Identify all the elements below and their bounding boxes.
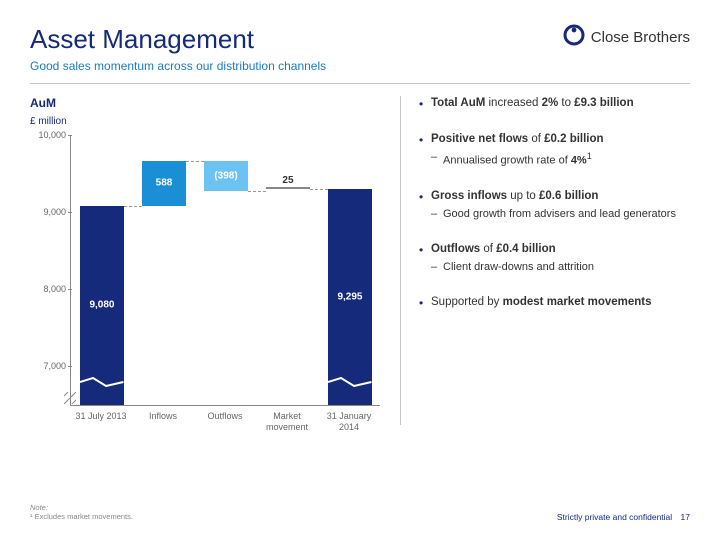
bullet-item: Supported by modest market movements [419,295,680,311]
confidential-label: Strictly private and confidential [557,512,672,522]
bullet-list: Total AuM increased 2% to £9.3 billion Po… [419,96,680,311]
waterfall-chart: 7,0008,0009,00010,0009,080588(398)259,29… [30,135,380,425]
footnote-body: ¹ Excludes market movements. [30,512,133,521]
chart-title: AuM [30,96,388,110]
divider [30,83,690,84]
chart-bar: 588 [142,161,185,206]
content-row: AuM £ million 7,000 8,000 9,000 10,000 9,080… [30,96,690,425]
axis-break-icon [328,377,371,387]
page-number: 17 [681,512,690,522]
page-title: Asset Management [30,24,326,55]
category-label: Outflows [195,411,255,422]
bar-value-label: 25 [266,175,309,186]
company-name: Close Brothers [591,29,690,46]
y-axis-break-icon [64,391,76,409]
sub-bullet-item: Annualised growth rate of 4%1 [431,150,680,169]
footer: Strictly private and confidential 17 [557,512,690,522]
bar-value-label: 9,295 [328,292,371,303]
category-label: Market movement [257,411,317,433]
bullet-item: Outflows of £0.4 billionClient draw-down… [419,242,680,275]
chart-ylabel: £ million [30,116,388,127]
bullet-item: Gross inflows up to £0.6 billionGood gro… [419,189,680,222]
chart-bar: 9,080 [80,206,123,405]
axis-break-icon [80,377,123,387]
header: Asset Management Good sales momentum acr… [30,24,690,73]
title-block: Asset Management Good sales momentum acr… [30,24,326,73]
chart-bar: 9,295 [328,189,371,405]
category-label: 31 January 2014 [319,411,379,433]
bullet-item: Total AuM increased 2% to £9.3 billion [419,96,680,112]
y-tick-label: 8,000 [30,284,66,294]
y-tick-label: 7,000 [30,361,66,371]
sub-bullet-item: Client draw-downs and attrition [431,260,680,275]
bullets-panel: Total AuM increased 2% to £9.3 billion Po… [400,96,680,425]
y-tick-label: 10,000 [30,130,66,140]
y-tick-label: 9,000 [30,207,66,217]
footnote-heading: Note: [30,503,48,512]
chart-bar [266,187,309,189]
bar-value-label: (398) [204,170,247,181]
footnote: Note: ¹ Excludes market movements. [30,503,133,523]
company-logo: Close Brothers [563,24,690,51]
logo-mark-icon [563,24,585,51]
bullet-item: Positive net flows of £0.2 billionAnnual… [419,132,680,169]
chart-panel: AuM £ million 7,000 8,000 9,000 10,000 9,080… [30,96,400,425]
category-label: Inflows [133,411,193,422]
bar-value-label: 588 [142,178,185,189]
bar-value-label: 9,080 [80,300,123,311]
slide: Asset Management Good sales momentum acr… [0,0,720,540]
sub-bullet-item: Good growth from advisers and lead gener… [431,207,680,222]
chart-bar: (398) [204,161,247,192]
category-label: 31 July 2013 [71,411,131,422]
page-subtitle: Good sales momentum across our distribut… [30,59,326,73]
plot-area: 9,080 588 (398) 25 9,295 [70,135,380,405]
